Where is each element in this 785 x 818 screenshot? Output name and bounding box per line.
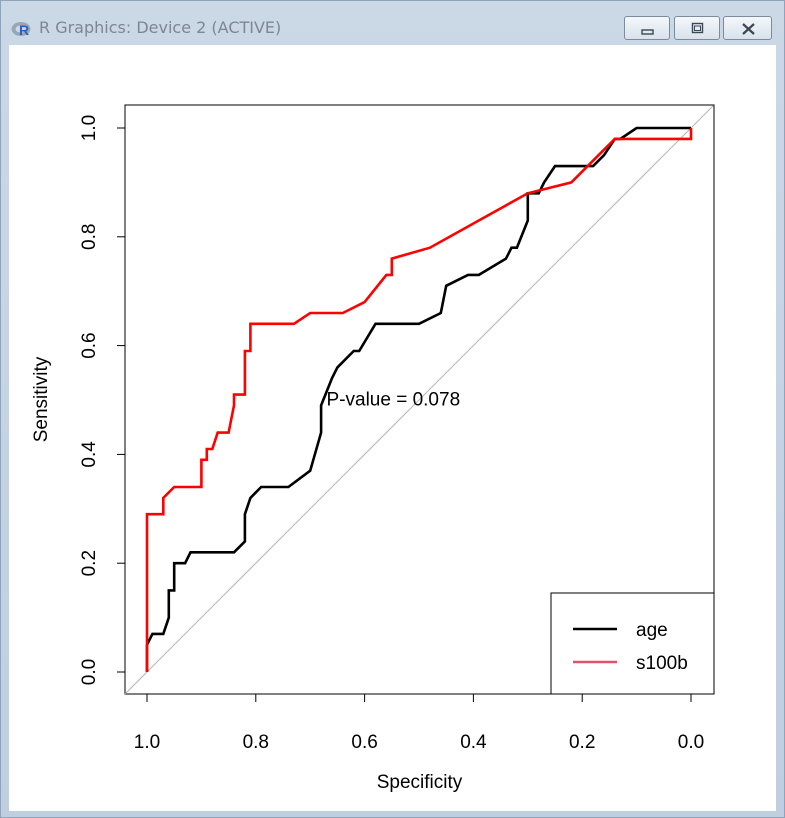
r-logo-letter: R xyxy=(19,22,29,37)
roc-curve-age xyxy=(145,126,691,672)
close-icon xyxy=(742,23,755,35)
x-tick-label: 0.6 xyxy=(351,732,377,753)
x-axis-title: Specificity xyxy=(377,772,463,793)
maximize-button[interactable] xyxy=(674,16,720,40)
minimize-button[interactable] xyxy=(624,16,670,40)
close-button[interactable] xyxy=(723,16,772,40)
minimize-icon xyxy=(641,29,654,35)
x-tick-label: 0.0 xyxy=(678,732,704,753)
x-tick-label: 0.4 xyxy=(460,732,487,753)
reference-diagonal xyxy=(124,105,714,695)
maximize-icon xyxy=(691,22,704,34)
y-tick-label: 0.0 xyxy=(79,659,100,685)
x-tick-label: 0.2 xyxy=(569,732,595,753)
legend-label-age: age xyxy=(636,620,668,641)
y-tick-label: 0.2 xyxy=(79,550,100,576)
x-tick-label: 0.8 xyxy=(243,732,269,753)
x-tick-label: 1.0 xyxy=(134,732,160,753)
y-tick-label: 0.8 xyxy=(79,224,100,250)
y-tick-label: 0.4 xyxy=(79,441,100,468)
y-tick-label: 0.6 xyxy=(79,332,100,358)
y-tick-label: 1.0 xyxy=(79,115,100,141)
roc-chart: 1.0 0.8 0.6 0.4 0.2 0.0 0.0 0.2 0.4 0.6 0.8 1.0 Spec… xyxy=(31,104,715,793)
roc-curve-s100b xyxy=(145,128,693,672)
plot-area: 1.0 0.8 0.6 0.4 0.2 0.0 0.0 0.2 0.4 0.6 0.8 1.0 Spec… xyxy=(9,45,776,811)
window-title: R Graphics: Device 2 (ACTIVE) xyxy=(39,18,282,37)
legend-label-s100b: s100b xyxy=(636,653,688,674)
p-value-annotation: P-value = 0.078 xyxy=(327,389,461,410)
title-bar[interactable]: R R Graphics: Device 2 (ACTIVE) xyxy=(1,1,784,45)
y-axis-title: Sensitivity xyxy=(31,356,52,442)
r-logo-icon: R xyxy=(11,22,31,37)
legend-box xyxy=(550,592,715,695)
